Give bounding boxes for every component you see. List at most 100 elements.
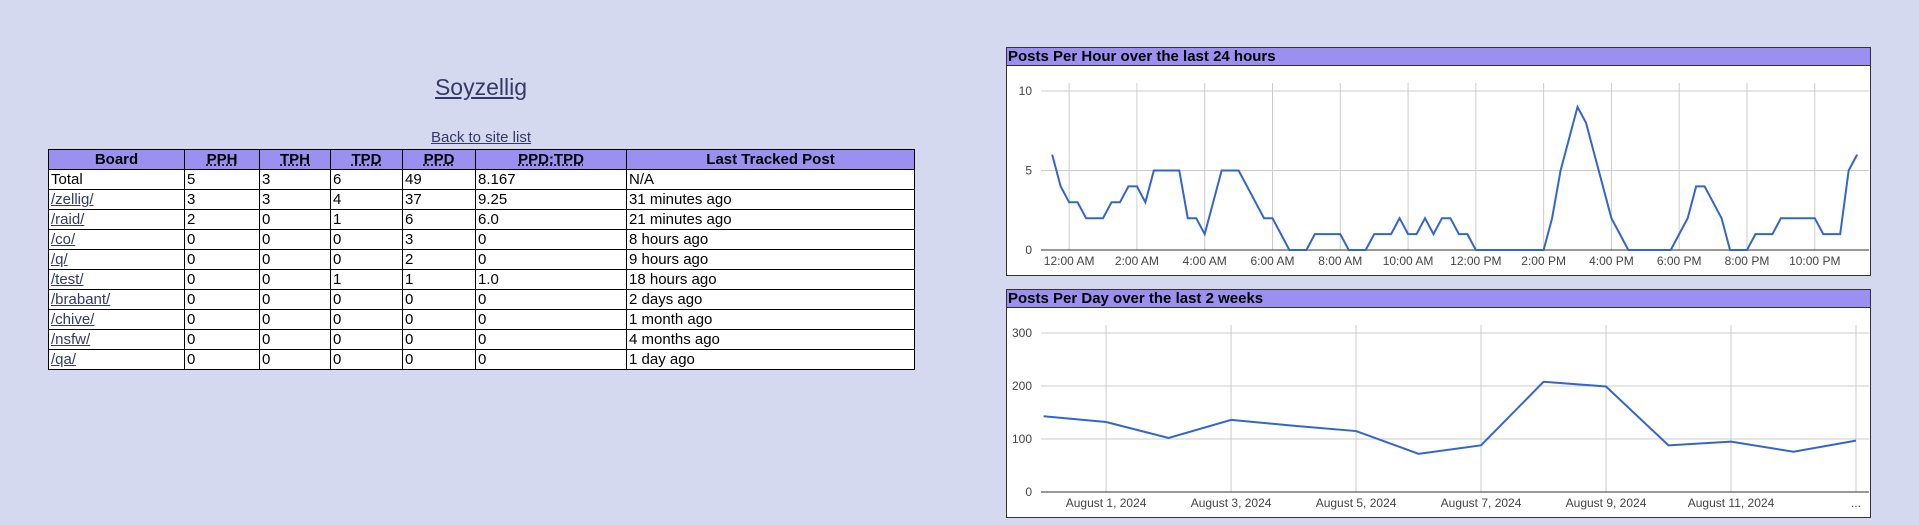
table-cell: 18 hours ago xyxy=(626,269,915,290)
board-link[interactable]: /qa/ xyxy=(51,351,77,368)
board-link[interactable]: /brabant/ xyxy=(51,291,111,308)
table-row: /zellig/3 3 4 37 9.25 31 minutes ago xyxy=(48,189,915,210)
table-cell: 3 xyxy=(184,189,260,210)
x-tick-label: August 1, 2024 xyxy=(1066,496,1147,510)
column-header-text: PPH xyxy=(206,151,238,168)
board-link[interactable]: /raid/ xyxy=(51,211,85,228)
table-cell: 1 month ago xyxy=(626,309,915,330)
table-cell: 0 xyxy=(330,289,403,310)
table-cell: 0 xyxy=(330,249,403,270)
table-cell: 0 xyxy=(330,329,403,350)
table-cell: 8.167 xyxy=(475,169,627,190)
chart-title: Posts Per Hour over the last 24 hours xyxy=(1008,48,1276,65)
table-cell: 21 minutes ago xyxy=(626,209,915,230)
column-header-text: TPH xyxy=(280,151,310,168)
table-cell: 6 xyxy=(330,169,403,190)
table-cell: 0 xyxy=(475,289,627,310)
column-header-text: Board xyxy=(94,151,139,168)
table-cell: 0 xyxy=(475,249,627,270)
table-cell: 0 xyxy=(475,349,627,370)
board-cell: /co/ xyxy=(48,229,185,250)
x-tick-label: 8:00 AM xyxy=(1318,254,1362,268)
table-cell: 4 xyxy=(330,189,403,210)
table-row: /test/0 0 1 1 1.0 18 hours ago xyxy=(48,269,915,290)
column-header: PPH xyxy=(184,149,260,170)
table-cell: 0 xyxy=(259,229,331,250)
data-line xyxy=(1043,380,1857,455)
back-link[interactable]: Back to site list xyxy=(430,129,532,146)
table-cell: 0 xyxy=(259,269,331,290)
board-cell: /chive/ xyxy=(48,309,185,330)
table-cell: 5 xyxy=(184,169,260,190)
y-tick-label: 5 xyxy=(1025,164,1032,178)
x-tick-label: 10:00 PM xyxy=(1789,254,1840,268)
chart: Posts Per Day over the last 2 weeks 0 100 2… xyxy=(1006,289,1871,518)
column-header-text: Last Tracked Post xyxy=(706,151,835,168)
table-cell: 2 days ago xyxy=(626,289,915,310)
column-header: TPD xyxy=(330,149,403,170)
table-cell: 37 xyxy=(402,189,476,210)
y-tick-label: 10 xyxy=(1019,84,1033,98)
table-cell: 0 xyxy=(259,309,331,330)
table-row: /q/0 0 0 2 0 9 hours ago xyxy=(48,249,915,270)
column-header-text: TPD xyxy=(351,151,382,168)
table-cell: N/A xyxy=(626,169,915,190)
table-cell: 31 minutes ago xyxy=(626,189,915,210)
table-cell: 1.0 xyxy=(475,269,627,290)
site-title-link[interactable]: Soyzellig xyxy=(434,74,528,100)
x-tick-label: 4:00 PM xyxy=(1589,254,1634,268)
table-cell: 0 xyxy=(184,309,260,330)
board-link[interactable]: /q/ xyxy=(51,251,68,268)
board-table: Board PPH TPH TPD PPD PPD:TPD Last Tracked Pos… xyxy=(48,149,915,370)
table-cell: Total xyxy=(48,169,185,190)
table-cell: 0 xyxy=(184,269,260,290)
table-cell: 0 xyxy=(184,349,260,370)
y-tick-label: 0 xyxy=(1025,243,1032,257)
board-link[interactable]: /test/ xyxy=(51,271,84,288)
table-cell: 0 xyxy=(259,209,331,230)
back-link-row: Back to site list xyxy=(48,129,914,146)
table-cell: 0 xyxy=(475,229,627,250)
board-link[interactable]: /zellig/ xyxy=(51,191,94,208)
table-cell: 0 xyxy=(330,349,403,370)
table-cell: 1 xyxy=(402,269,476,290)
table-cell: 0 xyxy=(184,329,260,350)
x-tick-label: 10:00 AM xyxy=(1383,254,1434,268)
table-row: /co/0 0 0 3 0 8 hours ago xyxy=(48,229,915,250)
chart-header xyxy=(1006,289,1871,308)
chart-header xyxy=(1006,47,1871,66)
column-header: PPD:TPD xyxy=(475,149,627,170)
column-header: Last Tracked Post xyxy=(626,149,915,170)
table-cell: 0 xyxy=(402,289,476,310)
table-body: Total 5 3 6 49 8.167 N/A/zellig/3 3 4 37 9.25 31 mi… xyxy=(48,169,915,370)
table-row: /nsfw/0 0 0 0 0 4 months ago xyxy=(48,329,915,350)
table-cell: 6 xyxy=(402,209,476,230)
table-cell: 9.25 xyxy=(475,189,627,210)
table-cell: 3 xyxy=(259,169,331,190)
table-cell: 1 day ago xyxy=(626,349,915,370)
board-link[interactable]: /nsfw/ xyxy=(51,331,91,348)
table-cell: 0 xyxy=(259,249,331,270)
board-cell: /raid/ xyxy=(48,209,185,230)
column-header-text: PPD:TPD xyxy=(518,151,584,168)
table-row: Total 5 3 6 49 8.167 N/A xyxy=(48,169,915,190)
table-cell: 0 xyxy=(184,249,260,270)
x-tick-label: August 3, 2024 xyxy=(1191,496,1272,510)
table-cell: 0 xyxy=(402,349,476,370)
table-row: /raid/2 0 1 6 6.0 21 minutes ago xyxy=(48,209,915,230)
chart-background xyxy=(1006,289,1871,518)
table-cell: 0 xyxy=(475,309,627,330)
chart-background xyxy=(1006,47,1871,276)
column-header: TPH xyxy=(259,149,331,170)
table-cell: 1 xyxy=(330,209,403,230)
column-header: PPD xyxy=(402,149,476,170)
table-cell: 3 xyxy=(259,189,331,210)
board-link[interactable]: /chive/ xyxy=(51,311,95,328)
x-tick-label: August 9, 2024 xyxy=(1566,496,1647,510)
table-cell: 9 hours ago xyxy=(626,249,915,270)
table-cell: 0 xyxy=(259,329,331,350)
table-cell: 8 hours ago xyxy=(626,229,915,250)
board-link[interactable]: /co/ xyxy=(51,231,76,248)
board-cell: /brabant/ xyxy=(48,289,185,310)
table-row: /chive/0 0 0 0 0 1 month ago xyxy=(48,309,915,330)
